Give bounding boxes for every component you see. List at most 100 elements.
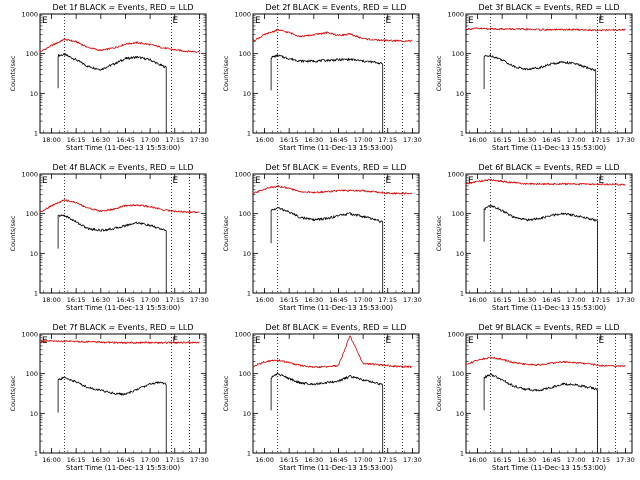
- y-tick-label: 1: [460, 450, 464, 458]
- y-tick-label: 10: [456, 90, 464, 98]
- y-tick-label: 100: [239, 210, 251, 218]
- x-tick-label: 16:45: [329, 136, 348, 144]
- y-tick-label: 100: [239, 370, 251, 378]
- x-tick-label: 17:15: [165, 456, 184, 464]
- flag-left: E: [468, 176, 474, 186]
- y-tick-label: 100: [239, 50, 251, 58]
- y-tick-label: 10: [456, 410, 464, 418]
- y-tick-label: 1000: [447, 331, 464, 339]
- lld-series-line: [39, 340, 200, 344]
- x-tick-label: 18:00: [42, 296, 61, 304]
- plot-frame: [252, 173, 420, 294]
- y-axis-label: Counts/sec: [9, 375, 17, 411]
- events-series-line: [57, 214, 167, 293]
- x-tick-label: 16:45: [542, 456, 561, 464]
- x-tick-label: 17:30: [616, 456, 635, 464]
- x-tick-label: 17:00: [141, 136, 160, 144]
- y-tick-label: 10: [30, 410, 38, 418]
- flag-right: E: [385, 336, 391, 346]
- panel-title: Det 5f BLACK = Events, RED = LLD: [265, 163, 406, 172]
- y-tick-label: 100: [26, 50, 38, 58]
- lld-series-line: [465, 27, 626, 32]
- y-axis-label: Counts/sec: [435, 215, 443, 251]
- y-axis-label: Counts/sec: [9, 55, 17, 91]
- y-tick-label: 100: [26, 370, 38, 378]
- x-axis-label: Start Time (11-Dec-13 15:53:00): [66, 464, 180, 472]
- x-tick-label: 16:30: [517, 456, 536, 464]
- flag-left: E: [42, 16, 48, 26]
- panel-1: Det 1f BLACK = Events, RED = LLD 1 10 100 10…: [9, 3, 209, 152]
- x-axis-label: Start Time (11-Dec-13 15:53:00): [492, 144, 606, 152]
- events-series-line: [270, 207, 384, 293]
- x-tick-label: 17:15: [378, 296, 397, 304]
- panel-2: Det 2f BLACK = Events, RED = LLD 1 10 100 10…: [222, 3, 422, 152]
- flag-right: E: [172, 336, 178, 346]
- x-tick-label: 17:30: [190, 296, 209, 304]
- x-axis-label: Start Time (11-Dec-13 15:53:00): [279, 464, 393, 472]
- lld-series-line: [465, 356, 626, 368]
- panel-title: Det 1f BLACK = Events, RED = LLD: [52, 3, 193, 12]
- y-tick-label: 10: [243, 90, 251, 98]
- x-tick-label: 17:30: [616, 296, 635, 304]
- x-tick-label: 16:45: [116, 136, 135, 144]
- lld-series-line: [252, 184, 413, 195]
- panel-title: Det 6f BLACK = Events, RED = LLD: [478, 163, 619, 172]
- flag-left: E: [468, 16, 474, 26]
- x-tick-label: 17:30: [403, 296, 422, 304]
- plot-frame: [465, 173, 633, 294]
- events-series-line: [270, 54, 384, 133]
- y-tick-label: 1000: [234, 11, 251, 19]
- y-tick-label: 1000: [234, 331, 251, 339]
- y-tick-label: 1: [34, 450, 38, 458]
- y-axis-label: Counts/sec: [222, 55, 230, 91]
- flag-right: E: [598, 16, 604, 26]
- x-tick-label: 16:15: [493, 136, 512, 144]
- y-axis-label: Counts/sec: [435, 375, 443, 411]
- x-tick-label: 17:00: [354, 136, 373, 144]
- plot-frame: [465, 333, 633, 454]
- y-tick-label: 100: [452, 370, 464, 378]
- y-tick-label: 10: [30, 250, 38, 258]
- panel-title: Det 9f BLACK = Events, RED = LLD: [478, 323, 619, 332]
- x-tick-label: 16:30: [91, 136, 110, 144]
- x-tick-label: 16:15: [280, 136, 299, 144]
- x-tick-label: 16:30: [304, 296, 323, 304]
- x-tick-label: 16:15: [67, 136, 86, 144]
- y-tick-label: 10: [456, 250, 464, 258]
- panel-title: Det 8f BLACK = Events, RED = LLD: [265, 323, 406, 332]
- x-tick-label: 17:15: [591, 456, 610, 464]
- plot-frame: [252, 13, 420, 134]
- x-tick-label: 16:15: [67, 456, 86, 464]
- flag-left: E: [468, 336, 474, 346]
- x-tick-label: 18:00: [42, 136, 61, 144]
- x-tick-label: 16:00: [468, 456, 487, 464]
- x-tick-label: 16:45: [116, 296, 135, 304]
- panel-5: Det 5f BLACK = Events, RED = LLD 1 10 100 10…: [222, 163, 422, 312]
- y-axis-label: Counts/sec: [9, 215, 17, 251]
- panel-title: Det 4f BLACK = Events, RED = LLD: [52, 163, 193, 172]
- flag-right: E: [598, 336, 604, 346]
- x-tick-label: 17:00: [354, 296, 373, 304]
- x-tick-label: 17:15: [591, 136, 610, 144]
- x-tick-label: 17:30: [190, 136, 209, 144]
- x-tick-label: 17:00: [354, 456, 373, 464]
- y-tick-label: 1000: [447, 11, 464, 19]
- x-axis-label: Start Time (11-Dec-13 15:53:00): [279, 304, 393, 312]
- y-tick-label: 1000: [234, 171, 251, 179]
- x-tick-label: 17:00: [141, 456, 160, 464]
- y-tick-label: 1: [460, 290, 464, 298]
- x-tick-label: 16:00: [468, 296, 487, 304]
- y-tick-label: 1: [34, 130, 38, 138]
- y-tick-label: 10: [243, 250, 251, 258]
- x-tick-label: 17:15: [165, 136, 184, 144]
- x-axis-label: Start Time (11-Dec-13 15:53:00): [66, 144, 180, 152]
- y-tick-label: 1: [247, 450, 251, 458]
- y-tick-label: 1: [34, 290, 38, 298]
- plot-frame: [39, 173, 207, 294]
- flag-left: E: [255, 176, 261, 186]
- x-tick-label: 17:00: [567, 296, 586, 304]
- plot-frame: [252, 333, 420, 454]
- x-tick-label: 16:00: [255, 296, 274, 304]
- events-series-line: [483, 54, 597, 133]
- y-tick-label: 10: [30, 90, 38, 98]
